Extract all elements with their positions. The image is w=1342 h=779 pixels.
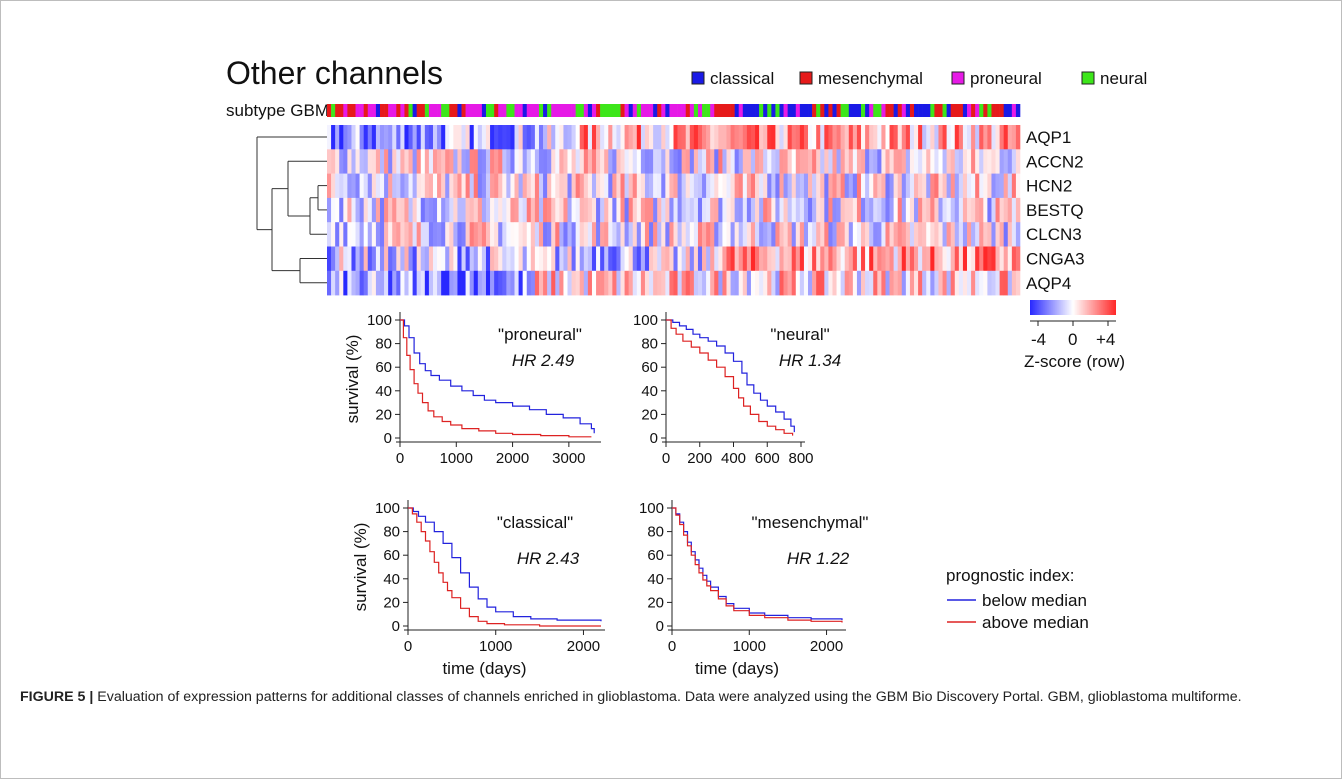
x-tick-label: 0 bbox=[668, 638, 676, 655]
caption-label: FIGURE 5 | bbox=[20, 689, 94, 705]
subtype-label: subtype GBM bbox=[226, 101, 329, 120]
x-tick-label: 800 bbox=[788, 450, 813, 467]
x-axis-label: time (days) bbox=[442, 659, 526, 678]
legend-label-mesenchymal: mesenchymal bbox=[818, 69, 923, 88]
x-tick-label: 1000 bbox=[440, 450, 473, 467]
km-hazard-ratio: HR 1.22 bbox=[787, 549, 850, 568]
figure-caption: FIGURE 5 | Evaluation of expression patt… bbox=[20, 686, 1325, 708]
km-curve-below-median bbox=[666, 319, 795, 433]
y-tick-label: 100 bbox=[639, 500, 664, 517]
colorbar-min: -4 bbox=[1031, 330, 1046, 349]
legend-swatch-neural bbox=[1081, 71, 1095, 85]
y-tick-label: 60 bbox=[647, 547, 664, 564]
km-legend-title: prognostic index: bbox=[946, 566, 1075, 585]
km-curve-above-median bbox=[400, 319, 592, 438]
x-tick-label: 200 bbox=[687, 450, 712, 467]
y-tick-label: 20 bbox=[647, 594, 664, 611]
x-tick-label: 0 bbox=[662, 450, 670, 467]
gene-label-aqp4: AQP4 bbox=[1026, 274, 1071, 293]
legend-label-neural: neural bbox=[1100, 69, 1147, 88]
y-tick-label: 80 bbox=[647, 524, 664, 541]
colorbar-title: Z-score (row) bbox=[1024, 352, 1125, 371]
km-curve-above-median bbox=[672, 507, 843, 623]
gene-label-aqp1: AQP1 bbox=[1026, 128, 1071, 147]
x-tick-label: 3000 bbox=[552, 450, 585, 467]
y-tick-label: 40 bbox=[383, 571, 400, 588]
x-tick-label: 400 bbox=[721, 450, 746, 467]
y-tick-label: 0 bbox=[656, 618, 664, 635]
subtype-legend: classical mesenchymal proneural neural bbox=[691, 69, 1147, 88]
y-tick-label: 100 bbox=[367, 312, 392, 329]
heatmap bbox=[327, 125, 1021, 296]
km-title: "classical" bbox=[497, 513, 573, 532]
figure-canvas: Other channels classical mesenchymal prone… bbox=[226, 55, 1147, 678]
colorbar-max: +4 bbox=[1096, 330, 1115, 349]
gene-label-bestq: BESTQ bbox=[1026, 201, 1084, 220]
km-curve-above-median bbox=[408, 507, 601, 627]
legend-swatch-proneural bbox=[951, 71, 965, 85]
km-title: "proneural" bbox=[498, 325, 582, 344]
x-tick-label: 2000 bbox=[496, 450, 529, 467]
y-tick-label: 20 bbox=[383, 594, 400, 611]
gene-label-hcn2: HCN2 bbox=[1026, 177, 1072, 196]
km-legend-above: above median bbox=[982, 613, 1089, 632]
km-legend: prognostic index: below median above media… bbox=[946, 566, 1089, 632]
gene-label-accn2: ACCN2 bbox=[1026, 152, 1084, 171]
y-tick-label: 20 bbox=[641, 406, 658, 423]
y-tick-label: 80 bbox=[641, 336, 658, 353]
y-tick-label: 100 bbox=[375, 500, 400, 517]
colorbar-gradient bbox=[1030, 300, 1116, 315]
caption-text: Evaluation of expression patterns for ad… bbox=[93, 689, 1242, 705]
x-axis-label: time (days) bbox=[695, 659, 779, 678]
legend-label-proneural: proneural bbox=[970, 69, 1042, 88]
km-hazard-ratio: HR 1.34 bbox=[779, 351, 841, 370]
dendrogram bbox=[256, 136, 327, 284]
y-tick-label: 0 bbox=[384, 430, 392, 447]
colorbar: -4 0 +4 Z-score (row) bbox=[1024, 300, 1125, 371]
gene-labels: AQP1 ACCN2 HCN2 BESTQ CLCN3 CNGA3 AQP4 bbox=[1026, 128, 1085, 293]
y-tick-label: 80 bbox=[375, 336, 392, 353]
y-tick-label: 80 bbox=[383, 524, 400, 541]
legend-label-classical: classical bbox=[710, 69, 774, 88]
x-tick-label: 1000 bbox=[479, 638, 512, 655]
y-tick-label: 60 bbox=[375, 359, 392, 376]
km-title: "mesenchymal" bbox=[752, 513, 869, 532]
km-hazard-ratio: HR 2.49 bbox=[512, 351, 575, 370]
figure-title: Other channels bbox=[226, 55, 443, 91]
x-tick-label: 2000 bbox=[810, 638, 843, 655]
y-tick-label: 100 bbox=[633, 312, 658, 329]
legend-swatch-classical bbox=[691, 71, 705, 85]
x-tick-label: 600 bbox=[755, 450, 780, 467]
colorbar-mid: 0 bbox=[1068, 330, 1077, 349]
y-tick-label: 60 bbox=[641, 359, 658, 376]
y-tick-label: 20 bbox=[375, 406, 392, 423]
x-tick-label: 0 bbox=[404, 638, 412, 655]
y-tick-label: 0 bbox=[392, 618, 400, 635]
km-title: "neural" bbox=[770, 325, 829, 344]
km-plot-neural: 0 20 40 60 80 100 0 200 400 600 800 "neural" HR 1.34 bbox=[633, 312, 841, 467]
km-curve-below-median bbox=[400, 319, 595, 434]
x-tick-label: 0 bbox=[396, 450, 404, 467]
km-hazard-ratio: HR 2.43 bbox=[517, 549, 580, 568]
y-tick-label: 0 bbox=[650, 430, 658, 447]
legend-swatch-mesenchymal bbox=[799, 71, 813, 85]
gene-label-cnga3: CNGA3 bbox=[1026, 250, 1085, 269]
gene-label-clcn3: CLCN3 bbox=[1026, 225, 1082, 244]
y-tick-label: 40 bbox=[641, 383, 658, 400]
y-tick-label: 40 bbox=[647, 571, 664, 588]
y-tick-label: 60 bbox=[383, 547, 400, 564]
y-tick-label: 40 bbox=[375, 383, 392, 400]
km-curve-below-median bbox=[408, 507, 602, 622]
km-curve-above-median bbox=[666, 319, 794, 436]
x-tick-label: 2000 bbox=[567, 638, 600, 655]
y-axis-label: survival (%) bbox=[343, 335, 362, 424]
x-tick-label: 1000 bbox=[733, 638, 766, 655]
subtype-bar bbox=[327, 104, 1021, 117]
y-axis-label: survival (%) bbox=[351, 523, 370, 612]
km-legend-below: below median bbox=[982, 591, 1087, 610]
